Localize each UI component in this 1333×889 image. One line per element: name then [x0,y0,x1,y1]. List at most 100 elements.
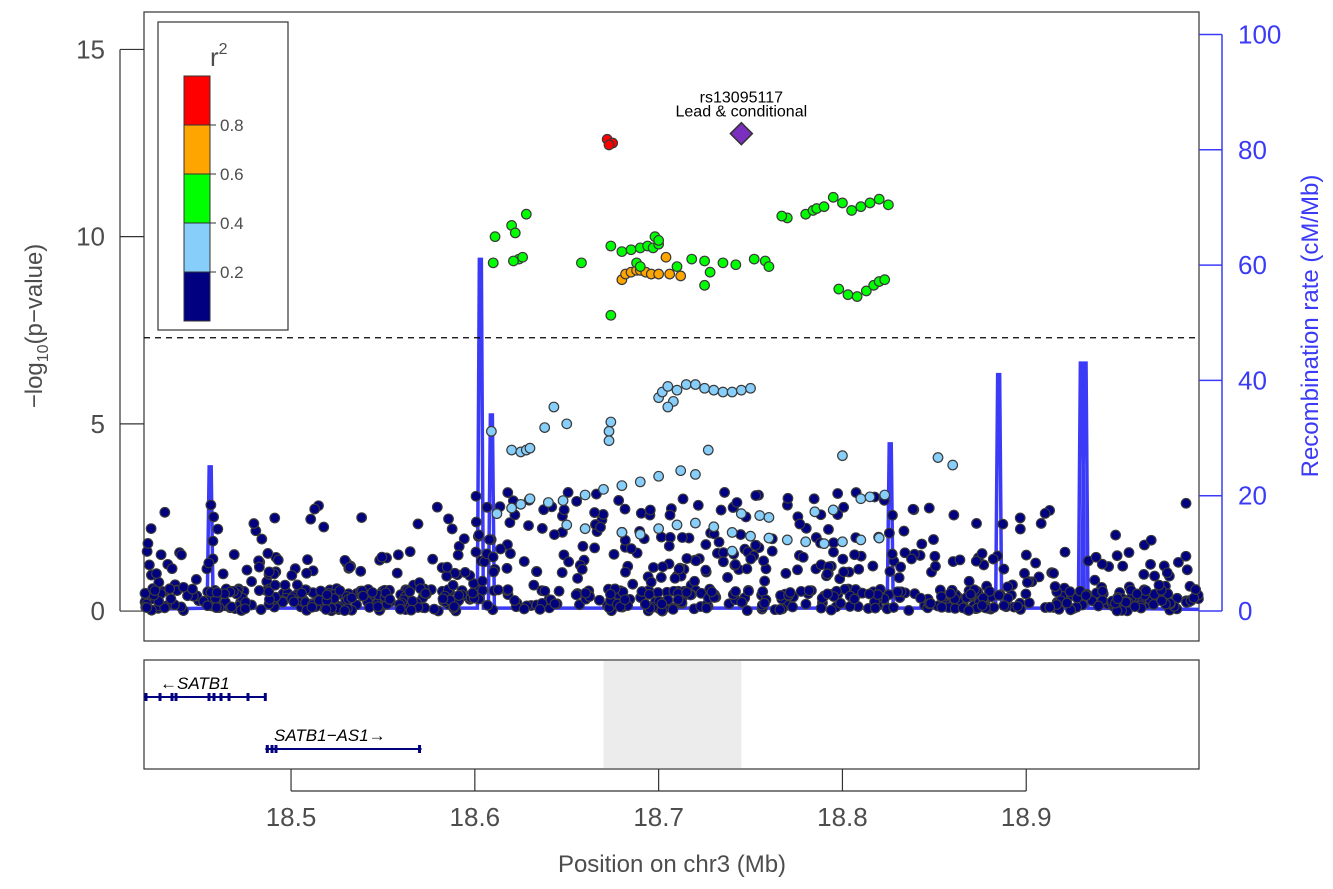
snp-point-lightblue [708,521,720,533]
snp-point [635,507,647,519]
snp-point [190,574,202,585]
snp-point [745,553,757,565]
snp-point-lightblue [873,532,885,544]
x-tick-label: 18.6 [450,802,501,832]
snp-point [143,559,155,571]
snp-point [495,543,506,555]
snp-point [736,596,748,608]
snp-point [717,556,729,568]
snp-point-green [748,253,760,265]
snp-point [1161,567,1173,579]
snp-point [998,600,1010,612]
snp-point [420,587,432,599]
x-tick-label: 18.7 [633,802,684,832]
snp-point [837,553,849,565]
snp-point [715,504,727,516]
snp-point [884,566,896,577]
snp-point [346,592,358,604]
snp-point [187,583,198,595]
snp-point [948,509,960,521]
snp-point [625,543,637,555]
snp-point-green [851,291,863,302]
snp-point [963,575,975,587]
snp-point [743,585,754,597]
snp-point [648,562,659,573]
snp-point-lightblue [827,504,839,516]
snp-point-lightblue [717,386,729,398]
snp-point-lightblue [763,532,775,544]
snp-point [406,595,418,607]
snp-point-green [699,255,710,267]
gene-label: SATB1−AS1→ [274,726,386,745]
snp-point [305,513,317,525]
snp-point [758,555,769,567]
y-axis-right: 0 20 40 60 80 100 [1199,19,1281,626]
y-right-tick-label: 100 [1238,19,1281,49]
snp-point-green [873,193,885,205]
snp-point-lightblue [524,493,536,505]
y-axis-left-label: −log10(p−value) [21,244,52,409]
snp-point [509,595,521,606]
y-tick-label: 10 [76,222,105,252]
snp-point [296,587,307,599]
snp-point [998,563,1010,575]
x-tick-label: 18.9 [1001,802,1052,832]
snp-point [936,601,948,613]
snp-point-lightblue [932,452,944,463]
snp-point [838,566,850,578]
snp-point-green [489,231,501,243]
snp-point [1149,570,1161,582]
snp-point-lightblue [800,536,812,548]
snp-point [706,586,718,598]
snp-point [392,549,404,561]
snp-point [823,523,834,535]
snp-point-lightblue [763,512,775,523]
snp-point [655,572,667,583]
snp-point [673,563,685,575]
snp-point-lightblue [634,476,646,488]
snp-point-lightblue [781,534,793,546]
legend-bin [183,173,211,224]
snp-point-green [776,210,788,222]
snp-point [784,587,796,598]
snp-point [907,503,919,515]
snp-point [203,557,215,569]
snp-point [306,601,318,613]
snp-point [1181,564,1193,576]
snp-point-lightblue [662,401,674,413]
snp-point [1014,523,1026,535]
snp-point-green [508,255,519,267]
snp-point [334,585,346,597]
snp-point [164,583,176,595]
snp-point [848,593,860,605]
snp-point [750,539,761,551]
snp-point [828,546,839,558]
snp-point [155,549,167,561]
snp-point-lightblue [837,450,848,462]
snp-point [976,548,988,559]
snp-point [930,560,941,572]
snp-point [1129,601,1141,612]
snp-point [1044,601,1056,613]
snp-point [883,527,895,539]
gene-exon [144,693,148,701]
snp-point-lightblue [506,444,517,456]
snp-point [263,566,275,578]
snp-point [963,605,975,616]
snp-point [239,603,251,615]
snp-point-lightblue [524,442,536,454]
snp-point [759,575,771,587]
legend-label: 0.6 [220,165,244,184]
snp-point [482,599,493,611]
snp-point [477,575,488,587]
y-axis-left: 0 5 10 15 [76,34,144,626]
snp-point [502,584,514,596]
gene-exon [174,693,178,701]
snp-point [553,585,565,597]
snp-point [441,561,453,573]
snp-point-green [686,253,698,265]
snp-point [492,584,504,596]
y-axis-right-label: Recombination rate (cM/Mb) [1297,175,1324,478]
snp-point [677,493,689,505]
